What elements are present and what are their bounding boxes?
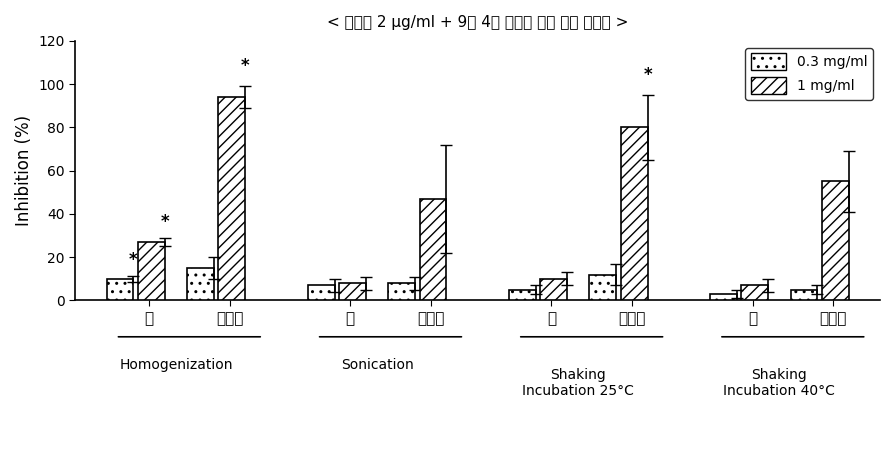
Bar [106, 279, 133, 301]
Bar [540, 279, 567, 301]
Text: *: * [643, 66, 651, 84]
Text: *: * [129, 251, 138, 269]
Text: *: * [240, 58, 249, 76]
Bar [138, 242, 164, 301]
Bar [308, 285, 334, 301]
Bar [388, 283, 415, 301]
Bar [218, 97, 245, 301]
Legend: 0.3 mg/ml, 1 mg/ml: 0.3 mg/ml, 1 mg/ml [745, 48, 872, 100]
Y-axis label: Inhibition (%): Inhibition (%) [15, 115, 33, 226]
Bar [419, 199, 446, 301]
Bar [709, 294, 736, 301]
Bar [339, 283, 366, 301]
Bar [589, 274, 616, 301]
Bar [821, 182, 848, 301]
Text: Shaking
Incubation 25°C: Shaking Incubation 25°C [522, 368, 634, 398]
Bar [789, 290, 816, 301]
Bar [620, 127, 647, 301]
Bar [187, 268, 214, 301]
Bar [740, 285, 767, 301]
Text: Shaking
Incubation 40°C: Shaking Incubation 40°C [722, 368, 834, 398]
Bar [509, 290, 536, 301]
Text: Sonication: Sonication [341, 358, 413, 372]
Text: *: * [160, 213, 169, 231]
Title: < 콜라겐 2 μg/ml + 9월 4일 서귀포 수확 유자 추출물 >: < 콜라겐 2 μg/ml + 9월 4일 서귀포 수확 유자 추출물 > [326, 15, 628, 30]
Text: Homogenization: Homogenization [119, 358, 232, 372]
